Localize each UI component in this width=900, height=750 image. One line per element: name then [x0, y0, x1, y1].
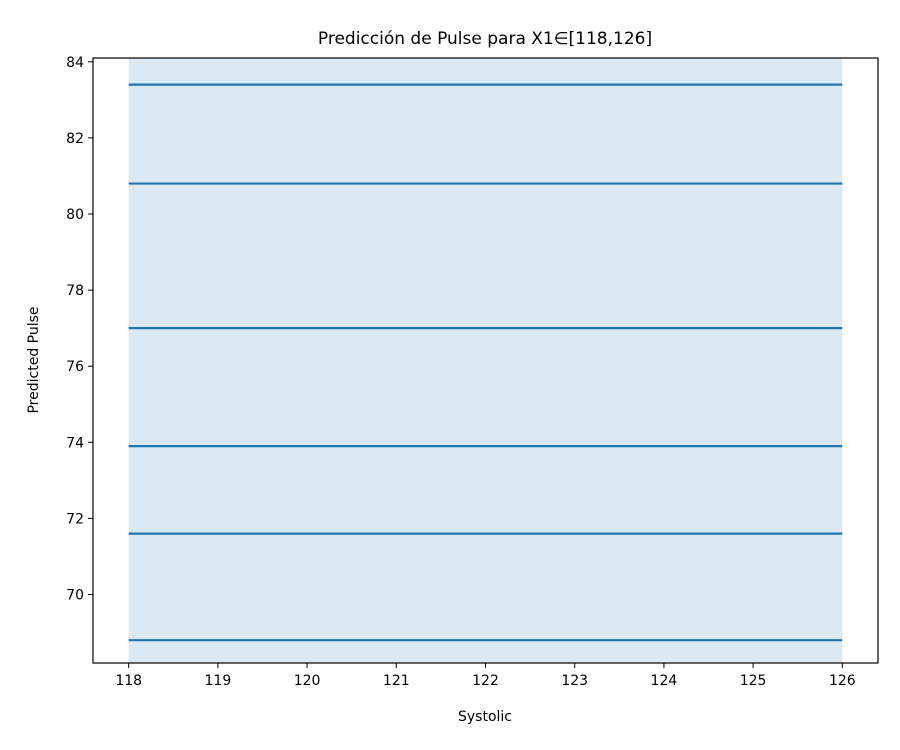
y-tick-label: 78 — [66, 283, 84, 299]
x-tick-label: 123 — [561, 673, 588, 689]
y-tick-label: 76 — [66, 359, 84, 375]
band-layer — [128, 58, 843, 663]
chart-title: Predicción de Pulse para X1∈[118,126] — [318, 29, 652, 49]
y-axis-ticks: 70 72 74 76 78 80 82 84 — [66, 55, 93, 604]
x-tick-label: 119 — [205, 673, 232, 689]
y-tick-label: 82 — [66, 131, 84, 147]
interval-band — [128, 58, 843, 663]
x-tick-label: 124 — [651, 673, 678, 689]
y-tick-label: 72 — [66, 511, 84, 527]
x-tick-label: 121 — [383, 673, 410, 689]
y-axis-title: Predicted Pulse — [26, 306, 42, 413]
x-tick-label: 120 — [294, 673, 321, 689]
y-tick-label: 70 — [66, 588, 84, 604]
x-tick-label: 122 — [472, 673, 499, 689]
y-tick-label: 74 — [66, 435, 84, 451]
x-tick-label: 125 — [740, 673, 767, 689]
x-tick-label: 126 — [829, 673, 856, 689]
x-tick-label: 118 — [115, 673, 142, 689]
series-layer — [128, 83, 843, 642]
x-axis-ticks: 118 119 120 121 122 123 124 125 126 — [115, 663, 856, 689]
y-tick-label: 84 — [66, 55, 84, 71]
y-tick-label: 80 — [66, 207, 84, 223]
x-axis-title: Systolic — [458, 709, 512, 725]
